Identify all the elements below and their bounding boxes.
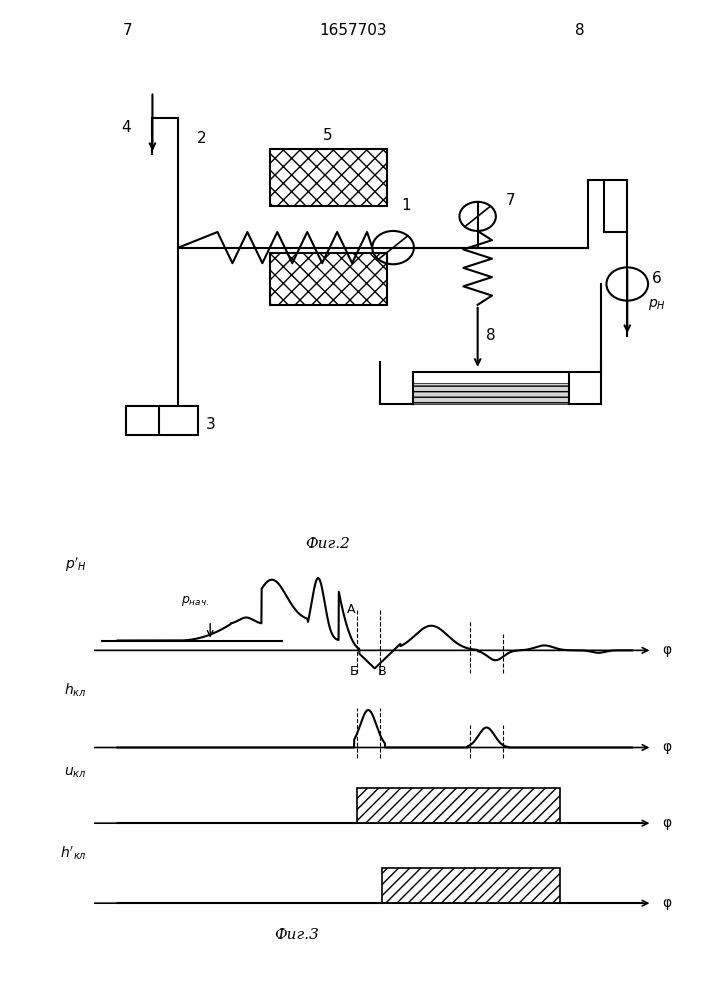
Text: Фиг.2: Фиг.2 [305, 537, 351, 551]
Bar [127, 406, 198, 435]
Text: Б: Б [350, 665, 358, 678]
Text: $h_{кл}$: $h_{кл}$ [64, 681, 87, 699]
Bar [357, 788, 560, 823]
Text: $u_{кл}$: $u_{кл}$ [64, 766, 87, 780]
Text: 8: 8 [575, 23, 585, 38]
Bar [413, 383, 568, 404]
Text: $p_{нач.}$: $p_{нач.}$ [181, 594, 209, 608]
Text: $p'_H$: $p'_H$ [65, 556, 87, 574]
Text: $p_H$: $p_H$ [648, 297, 665, 312]
Text: 4: 4 [122, 120, 132, 135]
Text: φ: φ [662, 643, 672, 657]
Bar [269, 253, 387, 305]
Text: 6: 6 [652, 271, 661, 286]
Text: φ: φ [662, 896, 672, 910]
Text: φ: φ [662, 740, 672, 754]
Text: 3: 3 [206, 417, 216, 432]
Text: 5: 5 [323, 128, 333, 143]
Text: Фиг.3: Фиг.3 [274, 928, 320, 942]
Text: В: В [378, 665, 387, 678]
Bar [382, 868, 560, 903]
Text: 2: 2 [197, 131, 206, 146]
Text: A: A [346, 603, 355, 616]
Text: 7: 7 [122, 23, 132, 38]
Text: 8: 8 [486, 328, 496, 344]
Text: φ: φ [662, 816, 672, 830]
Text: $h'_{кл}$: $h'_{кл}$ [60, 844, 87, 862]
Bar [269, 149, 387, 206]
Text: 7: 7 [506, 193, 515, 208]
Text: 1: 1 [402, 198, 411, 214]
Text: 1657703: 1657703 [320, 23, 387, 38]
